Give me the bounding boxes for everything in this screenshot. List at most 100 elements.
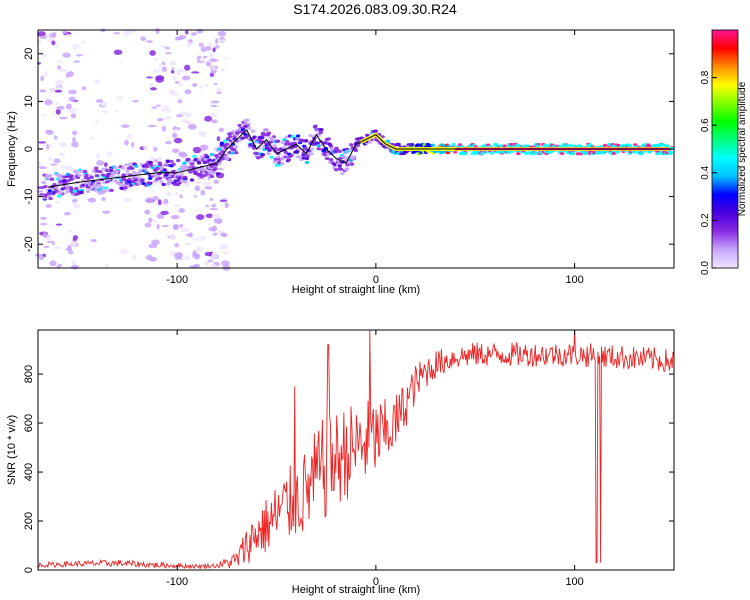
noise-blob xyxy=(197,177,206,180)
noise-blob xyxy=(153,219,157,223)
noise-blob xyxy=(201,181,211,186)
noise-blob xyxy=(160,210,169,215)
noise-blob xyxy=(55,109,61,115)
ridge-blob xyxy=(251,146,257,150)
ridge-blob xyxy=(283,142,289,146)
ridge-blob xyxy=(224,154,230,159)
ridge-blob xyxy=(305,154,310,158)
ridge-blob xyxy=(139,179,145,183)
ridge-blob xyxy=(120,166,126,170)
noise-blob xyxy=(205,46,212,51)
noise-blob xyxy=(211,251,218,259)
noise-blob xyxy=(205,61,211,67)
noise-blob xyxy=(41,113,46,117)
noise-blob xyxy=(211,119,218,124)
ridge-blob xyxy=(299,139,304,143)
noise-blob xyxy=(148,243,158,249)
ridge-blob xyxy=(237,138,242,142)
ridge-blob xyxy=(282,146,287,150)
noise-blob xyxy=(144,222,152,228)
noise-blob xyxy=(132,99,139,103)
noise-blob xyxy=(174,257,183,260)
noise-blob xyxy=(96,153,100,160)
ridge-blob xyxy=(332,162,337,167)
noise-blob xyxy=(185,242,192,246)
ridge-blob xyxy=(133,175,138,179)
ridge-blob xyxy=(53,185,59,189)
noise-blob xyxy=(71,260,77,265)
ridge-blob xyxy=(159,180,164,184)
noise-blob xyxy=(212,66,216,71)
noise-blob xyxy=(40,75,44,82)
ridge-blob xyxy=(287,142,293,146)
ridge-blob xyxy=(237,123,242,127)
ridge-blob xyxy=(656,151,662,155)
noise-blob xyxy=(209,197,214,201)
noise-blob xyxy=(90,238,97,243)
noise-blob xyxy=(210,104,218,108)
noise-blob xyxy=(199,85,204,90)
ridge-blob xyxy=(283,150,289,155)
noise-blob xyxy=(204,115,213,122)
noise-blob xyxy=(38,141,47,144)
ridge-blob xyxy=(266,131,272,135)
noise-blob xyxy=(103,162,108,167)
ridge-blob xyxy=(246,122,251,126)
noise-blob xyxy=(65,103,72,110)
ridge-blob xyxy=(213,167,218,171)
noise-blob xyxy=(204,186,213,190)
snr-y-label: SNR (10 * v/v) xyxy=(6,415,18,485)
ridge-blob xyxy=(64,184,70,188)
noise-blob xyxy=(190,32,198,36)
ridge-blob xyxy=(114,171,119,175)
noise-blob xyxy=(198,130,207,137)
noise-blob xyxy=(53,245,62,250)
ridge-blob xyxy=(409,142,415,147)
y-tick-label: 20 xyxy=(23,48,35,60)
ridge-blob xyxy=(56,194,62,198)
ridge-blob xyxy=(103,186,109,190)
ridge-blob xyxy=(269,155,274,159)
noise-blob xyxy=(62,30,67,35)
noise-blob xyxy=(55,200,61,205)
ridge-blob xyxy=(324,156,330,161)
noise-blob xyxy=(193,195,198,198)
noise-blob xyxy=(149,50,156,56)
spectrogram-x-ticks: -100 0 100 xyxy=(166,30,584,286)
noise-blob xyxy=(123,163,130,167)
ridge-blob xyxy=(168,178,173,182)
noise-blob xyxy=(38,255,45,261)
noise-blob xyxy=(59,142,68,148)
noise-blob xyxy=(68,250,74,255)
ridge-blob xyxy=(209,152,215,157)
noise-blob xyxy=(39,89,47,93)
ridge-blob xyxy=(63,181,68,185)
noise-blob xyxy=(70,113,77,119)
noise-blob xyxy=(155,27,160,34)
ridge-blob xyxy=(251,129,256,133)
noise-blob xyxy=(171,67,175,71)
ridge-blob xyxy=(268,140,274,144)
ridge-blob xyxy=(153,179,158,183)
ridge-blob xyxy=(337,149,342,153)
noise-blob xyxy=(58,68,67,73)
noise-blob xyxy=(181,75,191,81)
ridge-blob xyxy=(297,155,302,159)
noise-blob xyxy=(147,124,157,128)
ridge-blob xyxy=(340,155,346,159)
noise-blob xyxy=(68,89,77,95)
ridge-blob xyxy=(157,161,162,165)
ridge-blob xyxy=(155,166,160,171)
noise-blob xyxy=(65,72,70,78)
ridge-blob xyxy=(304,156,310,161)
noise-blob xyxy=(96,160,105,166)
snr-y-ticks: 0 200 400 600 800 xyxy=(23,365,674,573)
ridge-blob xyxy=(355,143,361,147)
noise-blob xyxy=(71,198,78,203)
noise-blob xyxy=(39,222,48,226)
noise-blob xyxy=(171,148,180,153)
noise-blob xyxy=(131,254,137,261)
noise-blob xyxy=(37,31,46,37)
x-tick-label: -100 xyxy=(166,274,188,286)
noise-blob xyxy=(54,102,60,105)
